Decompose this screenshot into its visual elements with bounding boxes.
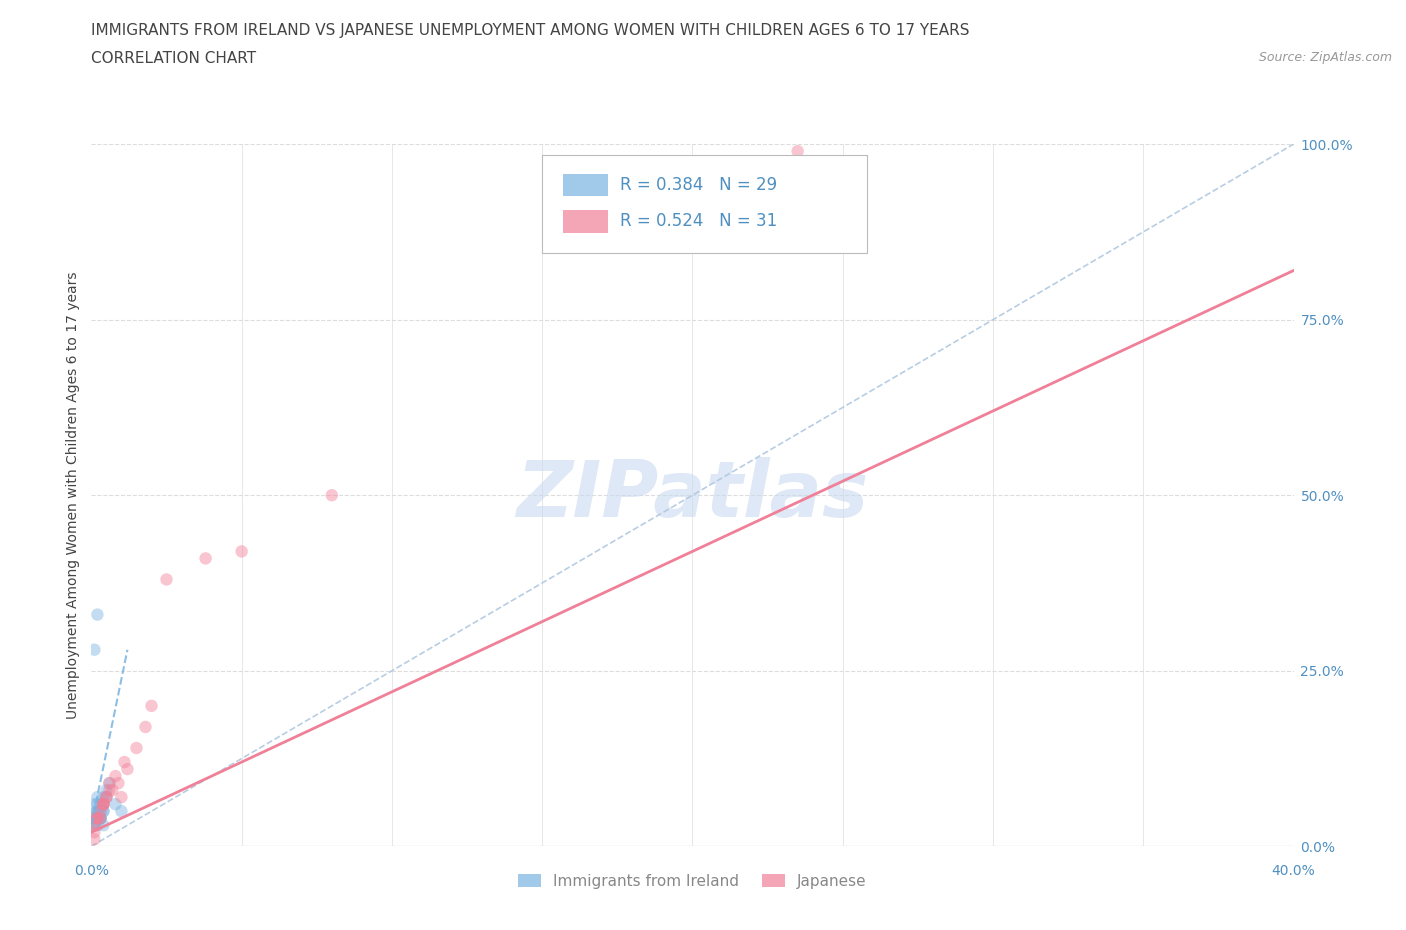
Text: 40.0%: 40.0% <box>1271 864 1316 878</box>
Bar <box>562 210 609 232</box>
Point <box>86 811 108 826</box>
Point <box>89 797 111 812</box>
Point <box>155 572 177 587</box>
Point <box>786 144 808 159</box>
Point <box>104 768 127 783</box>
Y-axis label: Unemployment Among Women with Children Ages 6 to 17 years: Unemployment Among Women with Children A… <box>66 272 80 719</box>
Point <box>86 804 108 818</box>
Point <box>93 790 115 804</box>
Point <box>86 797 108 812</box>
Point <box>83 817 105 832</box>
Text: R = 0.524   N = 31: R = 0.524 N = 31 <box>620 212 778 231</box>
Point <box>89 811 111 826</box>
Point <box>141 698 163 713</box>
Point <box>86 811 108 826</box>
Point <box>83 643 105 658</box>
Point <box>96 790 118 804</box>
Point <box>89 804 111 818</box>
Point <box>107 776 129 790</box>
Text: ZIPatlas: ZIPatlas <box>516 458 869 533</box>
Point <box>104 797 127 812</box>
Point <box>93 817 115 832</box>
Point <box>86 804 108 818</box>
Point <box>93 797 115 812</box>
Point <box>114 754 136 769</box>
Point <box>93 797 115 812</box>
Point <box>96 790 118 804</box>
Point <box>93 797 115 812</box>
Point <box>83 831 105 846</box>
Point <box>83 811 105 826</box>
Point <box>98 776 121 790</box>
Point <box>86 811 108 826</box>
Point <box>134 720 156 735</box>
Legend: Immigrants from Ireland, Japanese: Immigrants from Ireland, Japanese <box>512 868 873 895</box>
Point <box>117 762 139 777</box>
Point <box>231 544 253 559</box>
Text: CORRELATION CHART: CORRELATION CHART <box>91 51 256 66</box>
Point <box>93 804 115 818</box>
Point <box>98 776 121 790</box>
Point <box>83 825 105 840</box>
Point <box>101 783 124 798</box>
Point <box>93 797 115 812</box>
Point <box>125 740 148 755</box>
Point <box>96 783 118 798</box>
Point <box>89 804 111 818</box>
Point <box>93 804 115 818</box>
FancyBboxPatch shape <box>543 154 866 253</box>
Point <box>86 804 108 818</box>
Point <box>194 551 217 565</box>
Point <box>86 790 108 804</box>
Point <box>86 817 108 832</box>
Point <box>83 811 105 826</box>
Text: R = 0.384   N = 29: R = 0.384 N = 29 <box>620 176 778 193</box>
Text: 0.0%: 0.0% <box>75 864 108 878</box>
Point <box>110 804 132 818</box>
Point <box>321 488 343 503</box>
Point <box>96 790 118 804</box>
Point <box>83 797 105 812</box>
Point <box>83 811 105 826</box>
Bar <box>562 174 609 196</box>
Point <box>89 811 111 826</box>
Point <box>93 797 115 812</box>
Point <box>83 817 105 832</box>
Text: Source: ZipAtlas.com: Source: ZipAtlas.com <box>1258 51 1392 64</box>
Point <box>89 811 111 826</box>
Point <box>89 811 111 826</box>
Text: IMMIGRANTS FROM IRELAND VS JAPANESE UNEMPLOYMENT AMONG WOMEN WITH CHILDREN AGES : IMMIGRANTS FROM IRELAND VS JAPANESE UNEM… <box>91 23 970 38</box>
Point <box>83 817 105 832</box>
Point <box>110 790 132 804</box>
Point <box>98 783 121 798</box>
Point <box>89 811 111 826</box>
Point <box>86 607 108 622</box>
